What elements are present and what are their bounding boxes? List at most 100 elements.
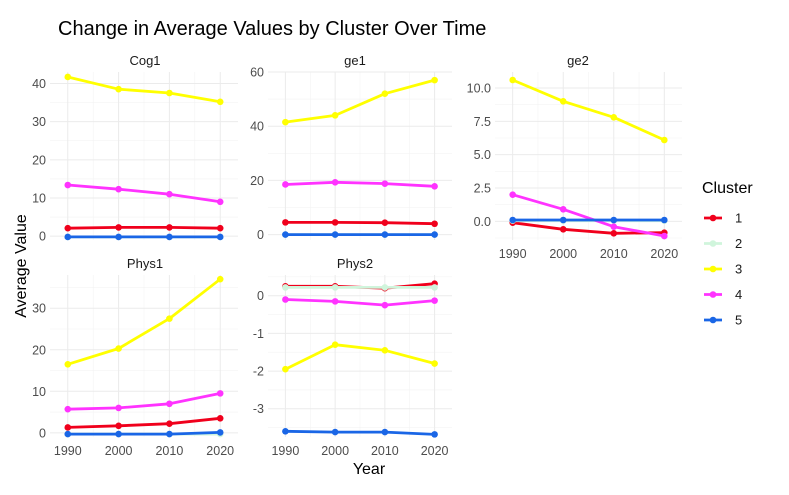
series-cluster-5: [282, 231, 438, 238]
y-tick-label: 0: [39, 230, 46, 244]
x-tick-label: 2020: [650, 247, 678, 261]
data-point: [610, 216, 618, 224]
data-point: [166, 315, 173, 322]
data-point: [216, 415, 224, 422]
series-cluster-4: [282, 296, 438, 309]
y-tick-label: 30: [32, 302, 46, 316]
series-line: [512, 78, 665, 142]
data-point: [610, 223, 618, 230]
legend-entry-3: 3: [704, 262, 742, 277]
data-point: [610, 114, 618, 121]
minor-grid: [268, 72, 452, 240]
data-point: [661, 232, 668, 240]
facet-panels: Cog1 0 10 20 30 40 ge1 0 20 40 60 ge2 0.0 2.5 5.0 7.5 10…: [32, 53, 682, 458]
data-point: [381, 231, 389, 238]
data-point: [559, 98, 567, 105]
y-tick-label: -3: [253, 402, 264, 416]
data-point: [381, 219, 389, 226]
x-tick-label: 1990: [499, 247, 527, 261]
data-point: [216, 429, 224, 436]
y-axis-title: Average Value: [13, 214, 30, 318]
series-cluster-4: [64, 181, 224, 206]
data-point: [509, 216, 516, 224]
legend-label: 2: [735, 236, 742, 251]
x-tick-label: 2020: [206, 444, 234, 458]
series-cluster-4: [64, 390, 224, 413]
y-tick-label: 5.0: [474, 148, 491, 162]
data-point: [381, 301, 389, 309]
series-cluster-1: [282, 219, 438, 228]
legend-entry-2: 2: [704, 236, 742, 251]
facet-phys2: Phys2 -3 -2 -1 0 1990 2000 2010 2020: [253, 256, 452, 458]
series-cluster-5: [509, 216, 668, 224]
data-point: [216, 224, 224, 232]
y-tick-label: 10: [32, 385, 46, 399]
data-point: [431, 220, 438, 228]
data-point: [661, 216, 668, 224]
x-tick-label: 2010: [600, 247, 628, 261]
y-tick-label: 20: [32, 153, 46, 167]
series-cluster-4: [282, 178, 438, 190]
series-line: [67, 392, 221, 411]
data-point: [331, 178, 339, 186]
data-point: [381, 90, 389, 97]
data-point: [282, 296, 289, 303]
y-tick-label: 30: [32, 115, 46, 129]
data-point: [216, 198, 224, 206]
facet-cog1: Cog1 0 10 20 30 40: [32, 53, 238, 244]
legend-key-point: [709, 291, 717, 298]
data-point: [282, 365, 289, 373]
legend-key-point: [709, 316, 717, 324]
data-point: [331, 284, 339, 291]
data-point: [431, 284, 438, 291]
data-point: [216, 390, 224, 397]
minor-grid: [495, 72, 682, 240]
facet-strip-label: Phys2: [337, 256, 373, 271]
y-tick-label: 0.0: [474, 215, 491, 229]
series-line: [512, 193, 665, 238]
series-cluster-3: [509, 76, 668, 144]
series-cluster-3: [282, 341, 438, 373]
series-line: [67, 278, 222, 366]
legend-label: 3: [735, 262, 742, 277]
series-line: [285, 78, 435, 124]
y-tick-label: -1: [253, 327, 264, 341]
data-point: [431, 76, 438, 84]
legend-key-point: [709, 240, 717, 247]
series-line: [285, 180, 435, 188]
facet-strip-label: ge1: [344, 53, 366, 68]
x-tick-label: 1990: [271, 444, 299, 458]
data-point: [331, 341, 339, 348]
data-point: [216, 275, 224, 283]
data-point: [115, 224, 122, 231]
legend-title: Cluster: [702, 180, 753, 197]
data-point: [64, 361, 72, 368]
data-point: [431, 431, 438, 438]
series-cluster-3: [64, 275, 224, 368]
data-point: [381, 284, 389, 291]
data-point: [282, 231, 289, 238]
data-point: [282, 118, 289, 126]
data-point: [331, 112, 339, 119]
legend: Cluster 1 2 3 4 5: [702, 180, 753, 328]
legend-key-point: [709, 214, 717, 222]
legend-label: 1: [735, 211, 742, 226]
data-point: [282, 284, 289, 291]
series-cluster-1: [64, 415, 224, 431]
legend-label: 5: [735, 313, 742, 328]
data-point: [115, 430, 122, 438]
data-point: [166, 400, 173, 408]
y-tick-label: 40: [250, 120, 264, 134]
x-tick-label: 2010: [371, 444, 399, 458]
data-point: [64, 224, 72, 232]
minor-grid: [50, 72, 238, 240]
x-tick-label: 1990: [54, 444, 82, 458]
data-point: [431, 231, 438, 238]
series-line: [67, 431, 221, 436]
x-axis-title: Year: [353, 461, 386, 478]
data-point: [331, 219, 339, 226]
data-point: [661, 136, 668, 144]
data-point: [115, 345, 122, 352]
data-point: [431, 183, 438, 190]
data-point: [559, 226, 567, 233]
